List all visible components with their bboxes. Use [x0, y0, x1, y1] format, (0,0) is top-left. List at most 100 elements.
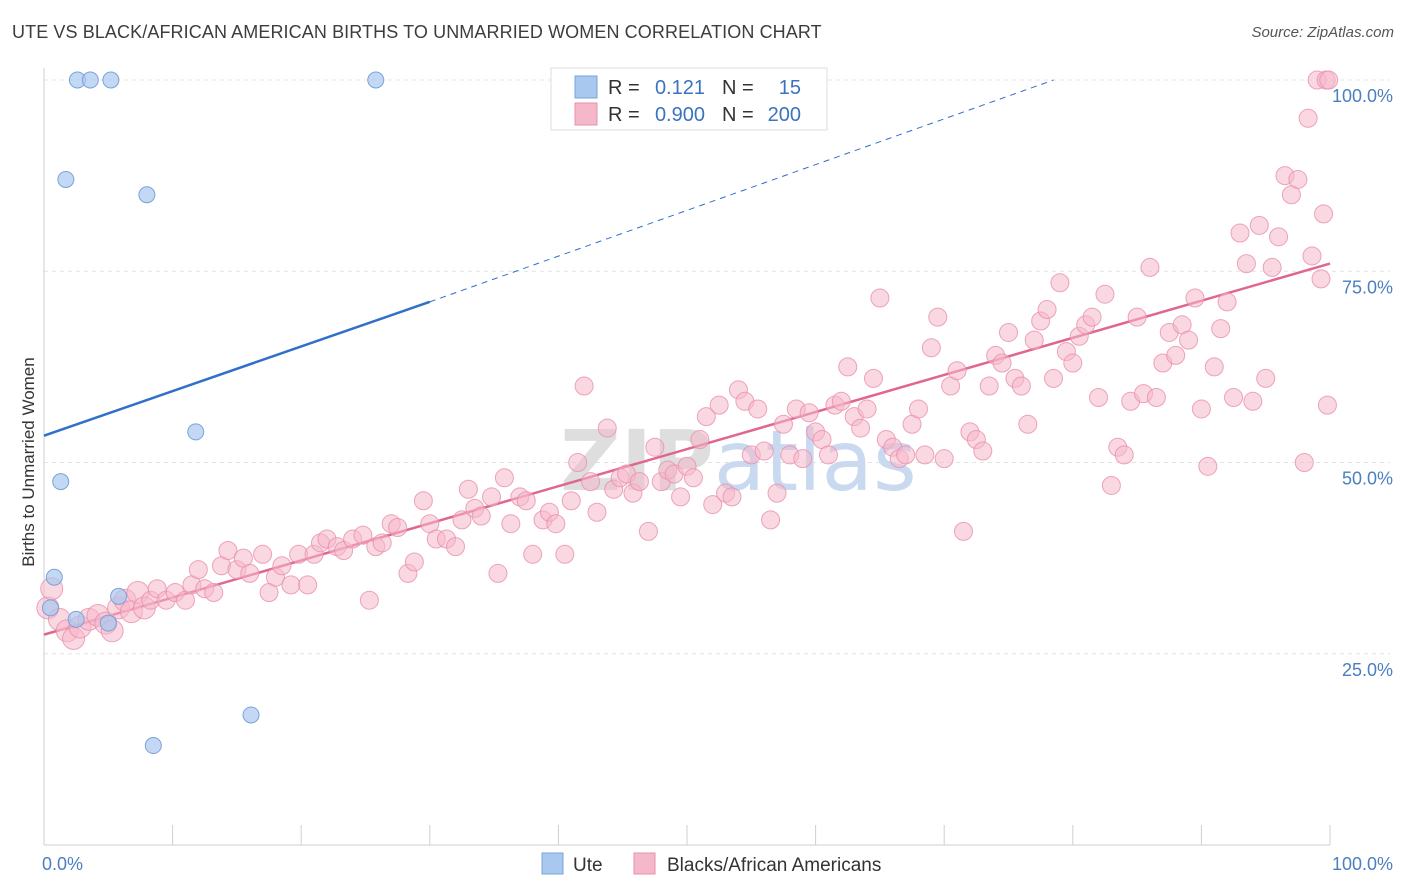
legend-r-value: 0.121: [655, 77, 705, 99]
point-ute: [41, 599, 59, 617]
point-black-african-americans: [1050, 273, 1070, 293]
point-black-african-americans: [629, 472, 649, 492]
point-black-african-americans: [793, 449, 813, 469]
point-ute: [187, 423, 205, 441]
point-black-african-americans: [359, 590, 379, 610]
point-black-african-americans: [404, 552, 424, 572]
point-black-african-americans: [690, 430, 710, 450]
point-black-african-americans: [709, 395, 729, 415]
point-black-african-americans: [671, 487, 691, 507]
point-black-african-americans: [1146, 387, 1166, 407]
point-black-african-americans: [1319, 70, 1339, 90]
point-black-african-americans: [953, 521, 973, 541]
point-black-african-americans: [1179, 330, 1199, 350]
y-tick-label: 25.0%: [1342, 660, 1393, 680]
point-black-african-americans: [1269, 227, 1289, 247]
point-black-african-americans: [523, 544, 543, 564]
point-black-african-americans: [1166, 345, 1186, 365]
point-black-african-americans: [748, 399, 768, 419]
point-black-african-americans: [979, 376, 999, 396]
point-black-african-americans: [482, 487, 502, 507]
point-black-african-americans: [754, 441, 774, 461]
point-black-african-americans: [638, 521, 658, 541]
point-black-african-americans: [799, 403, 819, 423]
point-black-african-americans: [1095, 284, 1115, 304]
point-black-african-americans: [1262, 257, 1282, 277]
point-black-african-americans: [1140, 257, 1160, 277]
point-black-african-americans: [928, 307, 948, 327]
legend-n-label: N =: [722, 104, 754, 126]
axes: [43, 68, 1331, 846]
point-black-african-americans: [298, 575, 318, 595]
point-black-african-americans: [458, 479, 478, 499]
point-black-african-americans: [272, 556, 292, 576]
point-black-african-americans: [494, 468, 514, 488]
y-tick-label: 50.0%: [1342, 469, 1393, 489]
trend-line-ute-extension: [429, 79, 1054, 303]
point-black-african-americans: [915, 445, 935, 465]
point-black-african-americans: [934, 449, 954, 469]
point-black-african-americans: [546, 514, 566, 534]
point-black-african-americans: [722, 487, 742, 507]
legend-swatch: [574, 102, 598, 126]
point-black-african-americans: [574, 376, 594, 396]
point-black-african-americans: [1024, 330, 1044, 350]
point-ute: [242, 706, 260, 724]
point-black-african-americans: [1127, 307, 1147, 327]
point-black-african-americans: [1230, 223, 1250, 243]
point-black-african-americans: [1224, 387, 1244, 407]
point-black-african-americans: [761, 510, 781, 530]
point-black-african-americans: [501, 514, 521, 534]
legend-swatch-black-african-americans: [633, 852, 656, 875]
point-black-african-americans: [281, 575, 301, 595]
legend-n-value: 200: [768, 104, 801, 126]
point-black-african-americans: [851, 418, 871, 438]
point-black-african-americans: [516, 491, 536, 511]
point-black-african-americans: [1217, 292, 1237, 312]
legend-r-label: R =: [608, 77, 640, 99]
point-black-african-americans: [818, 445, 838, 465]
legend-n-label: N =: [722, 77, 754, 99]
point-ute: [57, 170, 75, 188]
legend-swatch: [574, 75, 598, 99]
stats-legend: R = 0.121 N = 15 R = 0.900 N = 200: [550, 67, 828, 131]
tick-labels: 25.0% 50.0% 75.0% 100.0% 0.0% 100.0%: [42, 86, 1393, 874]
point-black-african-americans: [561, 491, 581, 511]
point-black-african-americans: [1302, 246, 1322, 266]
x-tick-label: 0.0%: [42, 854, 83, 874]
point-black-african-americans: [863, 368, 883, 388]
point-black-african-americans: [1294, 453, 1314, 472]
point-black-african-americans: [240, 563, 260, 583]
point-black-african-americans: [1211, 319, 1231, 339]
point-black-african-americans: [1191, 399, 1211, 419]
point-ute: [110, 587, 128, 605]
point-ute: [367, 71, 385, 89]
point-black-african-americans: [703, 495, 723, 515]
point-black-african-americans: [857, 399, 877, 419]
point-black-african-americans: [1204, 357, 1224, 377]
point-black-african-americans: [1082, 307, 1102, 327]
point-ute: [81, 71, 99, 89]
point-black-african-americans: [696, 407, 716, 427]
legend-swatch-ute: [541, 852, 564, 875]
point-black-african-americans: [999, 322, 1018, 342]
point-ute: [45, 568, 63, 586]
point-ute: [144, 737, 162, 755]
point-black-african-americans: [204, 583, 224, 603]
point-black-african-americans: [413, 491, 433, 511]
point-black-african-americans: [581, 472, 601, 492]
point-black-african-americans: [992, 353, 1012, 373]
legend-label-ute: Ute: [573, 855, 603, 876]
point-black-african-americans: [446, 537, 466, 557]
point-black-african-americans: [1311, 269, 1331, 289]
legend-label-black-african-americans: Blacks/African Americans: [667, 855, 881, 876]
point-ute: [99, 614, 117, 632]
y-tick-label: 100.0%: [1332, 86, 1393, 106]
point-black-african-americans: [568, 453, 588, 472]
point-black-african-americans: [1185, 288, 1205, 308]
series-legend: Ute Blacks/African Americans: [541, 852, 881, 876]
point-black-african-americans: [488, 563, 508, 583]
point-black-african-americans: [218, 540, 238, 560]
point-black-african-americans: [1114, 445, 1134, 465]
point-black-african-americans: [947, 361, 967, 381]
